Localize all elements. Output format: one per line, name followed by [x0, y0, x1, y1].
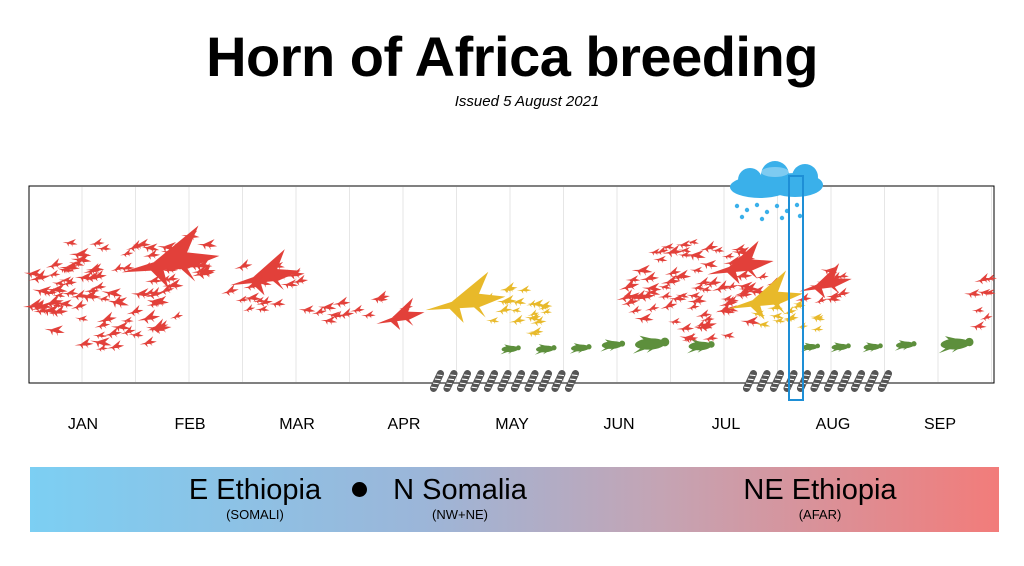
- breeding-timeline: [22, 161, 998, 401]
- region-name: E Ethiopia: [188, 474, 322, 506]
- region-name: N Somalia: [393, 474, 527, 506]
- month-label: AUG: [815, 416, 851, 433]
- month-label: FEB: [174, 416, 206, 433]
- timeline-gridlines: [81, 187, 992, 382]
- month-label: JAN: [67, 416, 99, 433]
- region-ne-ethiopia: NE Ethiopia (AFAR): [720, 473, 920, 523]
- region-name: NE Ethiopia: [743, 474, 897, 506]
- month-label: MAY: [495, 416, 529, 433]
- month-label: JUL: [711, 416, 741, 433]
- month-label: MAR: [279, 416, 315, 433]
- rain-cloud-icon: [730, 161, 823, 222]
- region-subname: (SOMALI): [226, 507, 284, 522]
- month-label: APR: [387, 416, 421, 433]
- current-date-marker: [788, 175, 804, 401]
- region-subname: (NW+NE): [432, 507, 488, 522]
- month-label: SEP: [923, 416, 956, 433]
- issued-date: Issued 5 August 2021: [454, 93, 600, 110]
- region-e-ethiopia: E Ethiopia (SOMALI): [185, 473, 325, 523]
- bullet-dot: [352, 482, 367, 497]
- page-title: Horn of Africa breeding: [206, 25, 818, 88]
- region-n-somalia: N Somalia (NW+NE): [375, 473, 545, 523]
- month-axis: JAN FEB MAR APR MAY JUN JUL AUG SEP: [0, 416, 1024, 438]
- region-bar: E Ethiopia (SOMALI) N Somalia (NW+NE) NE…: [30, 467, 999, 532]
- month-label: JUN: [603, 416, 635, 433]
- region-subname: (AFAR): [798, 507, 842, 522]
